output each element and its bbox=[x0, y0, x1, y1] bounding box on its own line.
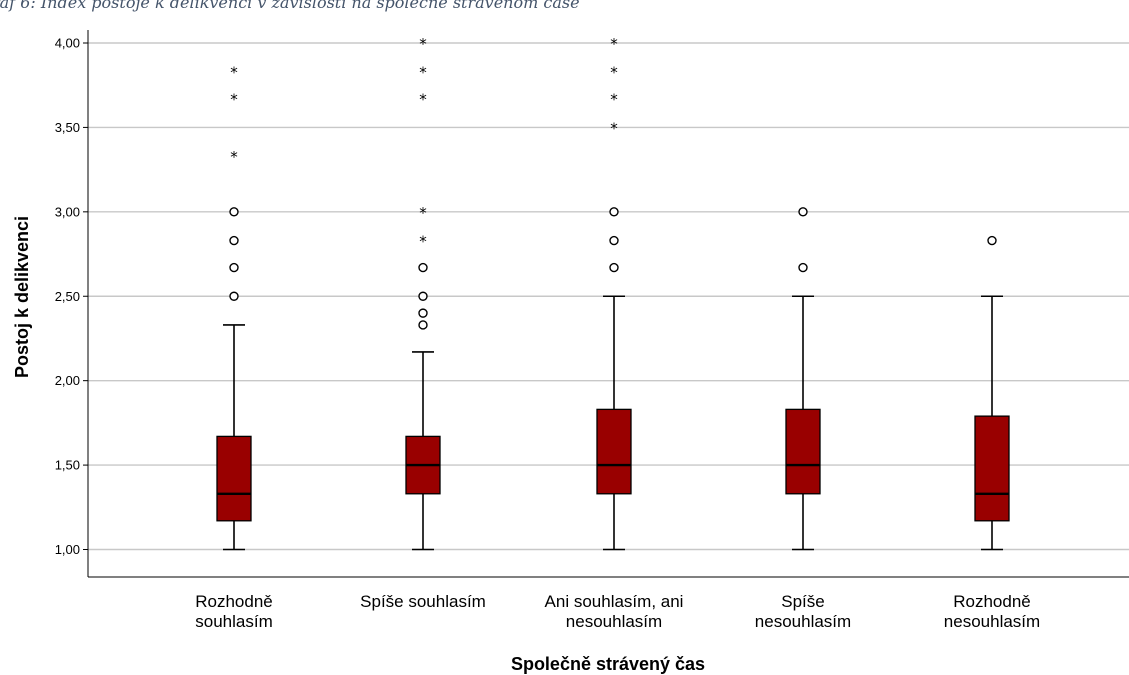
box-iqr bbox=[785, 408, 821, 495]
outlier-point bbox=[229, 235, 239, 246]
y-tick-label: 1,00 bbox=[55, 542, 80, 557]
x-category-label: nesouhlasím bbox=[755, 612, 851, 631]
y-tick-label: 3,00 bbox=[55, 204, 80, 219]
extreme-point: * bbox=[419, 233, 427, 251]
box-group: * * * * bbox=[596, 35, 632, 551]
x-category-label: nesouhlasím bbox=[566, 612, 662, 631]
outlier-point bbox=[229, 207, 239, 217]
outlier-point bbox=[609, 262, 619, 273]
outlier-point bbox=[418, 320, 428, 330]
extreme-point: * bbox=[610, 35, 618, 53]
extreme-point: * bbox=[230, 148, 238, 166]
extreme-point: * bbox=[419, 91, 427, 109]
outlier-point bbox=[987, 235, 997, 246]
extreme-point: * bbox=[610, 91, 618, 109]
box-iqr bbox=[974, 415, 1010, 522]
extreme-point: * bbox=[230, 91, 238, 109]
box-group bbox=[785, 207, 821, 551]
outlier-point bbox=[229, 291, 239, 301]
figure-caption: raf 6: Index postoje k delikvenci v závi… bbox=[0, 0, 580, 12]
outlier-point bbox=[609, 207, 619, 217]
axes bbox=[83, 30, 1129, 578]
outlier-point bbox=[418, 291, 428, 301]
y-axis-title: Postoj k delikvenci bbox=[12, 216, 32, 378]
extreme-point: * bbox=[610, 119, 618, 137]
y-tick-labels: 1,00 1,50 2,00 2,50 3,00 3,50 4,00 bbox=[55, 36, 80, 558]
outlier-point bbox=[418, 308, 428, 318]
y-tick-label: 2,00 bbox=[55, 373, 80, 388]
x-category-label: Rozhodně bbox=[953, 592, 1031, 611]
x-axis-title: Společně strávený čas bbox=[511, 654, 705, 674]
boxes: * * * * * * * * * * * * bbox=[216, 35, 1010, 551]
extreme-point: * bbox=[230, 64, 238, 82]
y-tick-label: 4,00 bbox=[55, 36, 80, 51]
outlier-point bbox=[418, 262, 428, 273]
x-category-label: souhlasím bbox=[195, 612, 272, 631]
box-group: * * * bbox=[216, 64, 252, 551]
box-iqr bbox=[596, 408, 632, 495]
box-group: * * * * * bbox=[405, 35, 441, 551]
extreme-point: * bbox=[610, 64, 618, 82]
outlier-point bbox=[229, 262, 239, 273]
y-tick-label: 2,50 bbox=[55, 289, 80, 304]
x-category-label: Spíše souhlasím bbox=[360, 592, 486, 611]
outlier-point bbox=[798, 207, 808, 217]
extreme-point: * bbox=[419, 64, 427, 82]
x-category-label: Ani souhlasím, ani bbox=[545, 592, 684, 611]
extreme-point: * bbox=[419, 204, 427, 222]
x-category-label: nesouhlasím bbox=[944, 612, 1040, 631]
y-tick-label: 3,50 bbox=[55, 120, 80, 135]
extreme-point: * bbox=[419, 35, 427, 53]
box-iqr bbox=[216, 435, 252, 522]
box-group bbox=[974, 235, 1010, 551]
outlier-point bbox=[609, 235, 619, 246]
outlier-point bbox=[798, 262, 808, 273]
y-tick-label: 1,50 bbox=[55, 458, 80, 473]
x-category-label: Rozhodně bbox=[195, 592, 273, 611]
x-category-label: Spíše bbox=[781, 592, 824, 611]
